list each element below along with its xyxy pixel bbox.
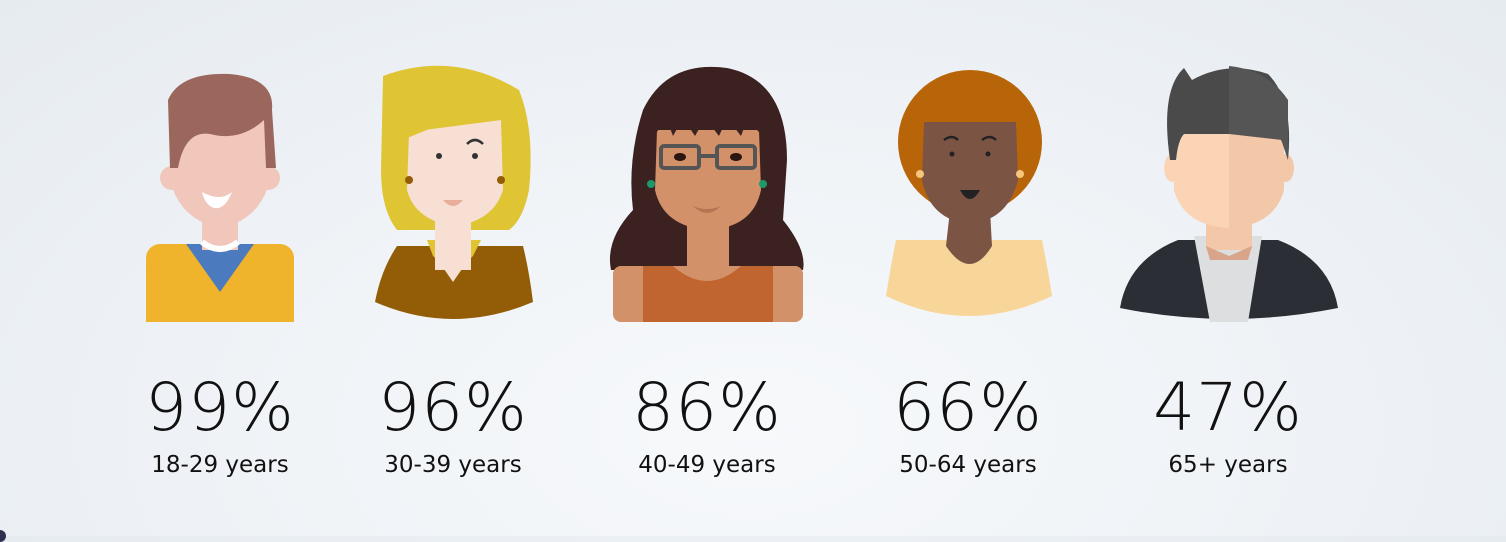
man-in-suit-avatar xyxy=(1120,66,1338,322)
percent-value: 86% xyxy=(632,369,782,446)
corner-dot xyxy=(0,530,6,542)
woman-with-afro-avatar xyxy=(886,70,1052,316)
percent-value: 66% xyxy=(893,369,1043,446)
stat-18-29: 99% 18-29 years xyxy=(90,0,350,536)
stat-40-49: 86% 40-49 years xyxy=(577,0,837,536)
percent-value: 47% xyxy=(1153,369,1303,446)
percent-value: 96% xyxy=(378,369,528,446)
age-group-label: 40-49 years xyxy=(638,452,776,478)
young-man-avatar xyxy=(146,73,294,322)
stat-30-39: 96% 30-39 years xyxy=(323,0,583,536)
age-group-label: 18-29 years xyxy=(151,452,289,478)
woman-with-glasses-avatar xyxy=(609,66,804,322)
percent-value: 99% xyxy=(145,369,295,446)
age-group-label: 30-39 years xyxy=(384,452,522,478)
stat-50-64: 66% 50-64 years xyxy=(838,0,1098,536)
blonde-woman-avatar xyxy=(375,65,533,319)
age-group-label: 50-64 years xyxy=(899,452,1037,478)
stat-65-plus: 47% 65+ years xyxy=(1098,0,1358,536)
age-group-label: 65+ years xyxy=(1168,452,1288,478)
